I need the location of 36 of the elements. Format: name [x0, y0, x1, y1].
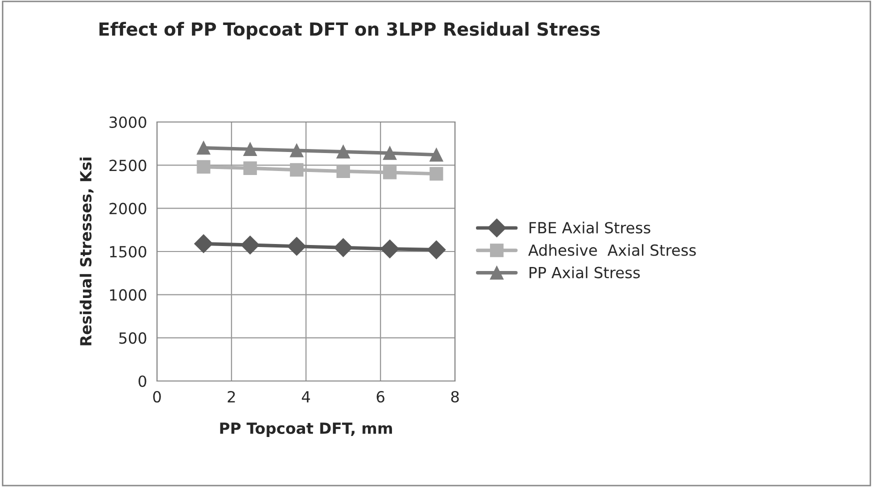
point [243, 142, 257, 156]
point [334, 238, 353, 257]
legend-label: PP Axial Stress [530, 266, 640, 278]
y-tick-label: 2000 [110, 202, 146, 214]
point [430, 167, 444, 181]
x-tick-label: 4 [302, 391, 310, 402]
point [290, 163, 304, 177]
y-tick-label: 1500 [110, 246, 146, 258]
y-tick-label: 3000 [110, 116, 146, 128]
point [243, 161, 257, 175]
y-axis-title: Residual Stresses, Ksi [80, 158, 94, 346]
point [380, 240, 400, 258]
point [196, 141, 210, 155]
point [290, 144, 304, 158]
point [287, 236, 306, 256]
y-tick-label: 2500 [110, 160, 146, 172]
y-tick-label: 1000 [110, 289, 146, 301]
point [194, 234, 213, 254]
x-tick-label: 2 [228, 390, 235, 402]
point [336, 164, 350, 178]
chart-title: Effect of PP Topcoat DFT on 3LPP Residual Stress [99, 22, 600, 40]
x-tick-label: 8 [451, 390, 459, 403]
point [336, 145, 350, 159]
point [383, 166, 397, 180]
point [240, 236, 260, 254]
x-tick-label: 0 [153, 390, 161, 403]
point [196, 160, 210, 174]
y-tick-label: 0 [138, 375, 146, 388]
point [383, 146, 397, 160]
legend-label: Adhesive Axial Stress [528, 244, 696, 256]
y-tick-label: 500 [119, 332, 146, 344]
point [427, 240, 446, 260]
x-axis-title: PP Topcoat DFT, mm [220, 422, 392, 437]
point [430, 148, 444, 162]
legend-label: FBE Axial Stress [530, 222, 650, 234]
x-tick-label: 6 [376, 390, 384, 403]
